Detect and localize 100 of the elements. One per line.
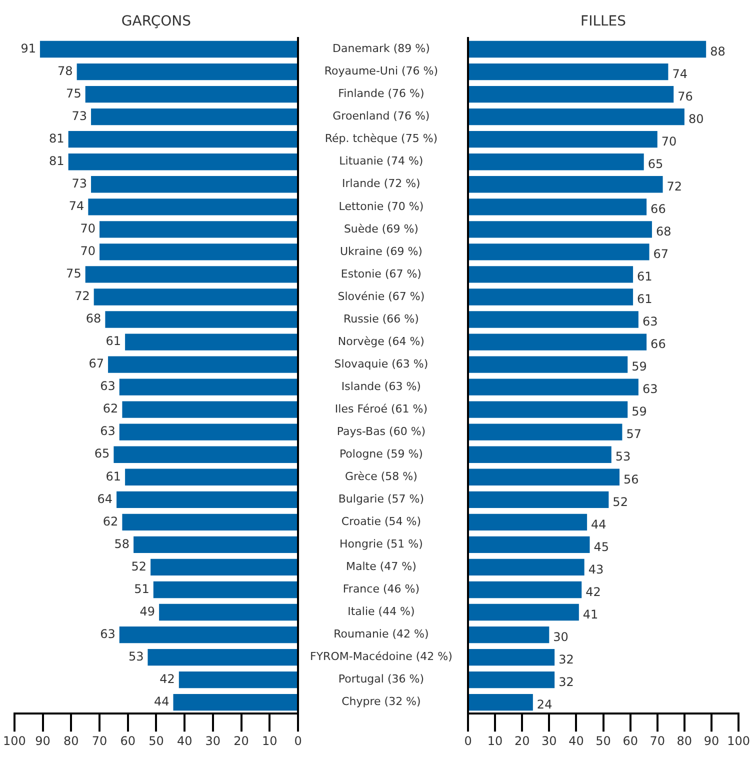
y-tick-label: Slovaquie (63 %) bbox=[334, 357, 428, 370]
x-tick-label: 10 bbox=[487, 734, 503, 748]
x-tick-label: 20 bbox=[234, 734, 249, 748]
bar bbox=[91, 176, 297, 193]
data-label: 70 bbox=[661, 134, 677, 148]
bar bbox=[125, 334, 297, 350]
bar bbox=[469, 40, 706, 58]
data-label: 74 bbox=[68, 199, 84, 214]
x-tick-label: 40 bbox=[568, 734, 584, 748]
data-label: 24 bbox=[536, 697, 552, 712]
data-label: 43 bbox=[588, 562, 604, 576]
data-label: 78 bbox=[58, 64, 73, 78]
data-label: 81 bbox=[49, 154, 64, 168]
bar bbox=[469, 221, 652, 238]
data-label: 53 bbox=[128, 649, 144, 664]
data-label: 66 bbox=[650, 202, 666, 216]
y-tick-label: Pologne (59 %) bbox=[339, 447, 423, 460]
y-tick-label: FYROM-Macédoine (42 %) bbox=[310, 650, 452, 664]
data-label: 80 bbox=[688, 112, 704, 126]
x-tick-label: 50 bbox=[148, 734, 164, 748]
data-label: 72 bbox=[74, 289, 90, 304]
x-tick-label: 10 bbox=[262, 734, 278, 748]
y-tick-label: Roumanie (42 %) bbox=[334, 628, 429, 641]
x-tick-label: 90 bbox=[704, 734, 720, 748]
bar bbox=[100, 221, 297, 238]
data-label: 32 bbox=[558, 674, 574, 689]
y-tick-label: Rép. tchèque (75 %) bbox=[324, 132, 438, 146]
data-label: 68 bbox=[86, 312, 102, 326]
data-label: 44 bbox=[154, 694, 170, 708]
bar bbox=[108, 356, 297, 373]
data-label: 75 bbox=[66, 266, 82, 281]
bar bbox=[469, 154, 644, 170]
data-label: 67 bbox=[88, 356, 104, 371]
chart-title: FILLES bbox=[580, 14, 626, 30]
data-label: 61 bbox=[637, 270, 652, 284]
bar bbox=[122, 401, 297, 418]
y-tick-label: Lettonie (70 %) bbox=[338, 200, 424, 213]
bar bbox=[91, 108, 297, 126]
bar bbox=[100, 244, 297, 260]
data-label: 42 bbox=[160, 672, 175, 686]
bar bbox=[469, 108, 684, 126]
y-tick-label: Portugal (36 %) bbox=[338, 672, 424, 686]
y-tick-label: Irlande (72 %) bbox=[342, 177, 420, 190]
y-tick-label: Danemark (89 %) bbox=[332, 42, 430, 56]
bar bbox=[469, 266, 634, 283]
y-tick-label: Croatie (54 %) bbox=[341, 515, 421, 528]
data-label: 74 bbox=[672, 66, 688, 81]
data-label: 45 bbox=[594, 540, 610, 554]
y-tick-label: Lituanie (74 %) bbox=[339, 154, 424, 168]
data-label: 88 bbox=[710, 44, 726, 58]
data-label: 44 bbox=[591, 517, 606, 532]
bar bbox=[469, 694, 533, 711]
data-label: 62 bbox=[102, 514, 118, 528]
bar bbox=[469, 468, 620, 486]
bar bbox=[469, 604, 579, 621]
bar bbox=[125, 468, 297, 486]
x-tick-label: 70 bbox=[650, 734, 666, 748]
y-tick-label: Malte (47 %) bbox=[346, 560, 416, 574]
data-label: 73 bbox=[72, 108, 88, 123]
chart-title: GARÇONS bbox=[121, 14, 192, 30]
bar bbox=[469, 581, 582, 598]
bar bbox=[469, 424, 622, 440]
bar bbox=[469, 401, 628, 418]
data-label: 63 bbox=[100, 424, 116, 438]
data-label: 70 bbox=[80, 222, 96, 236]
y-tick-label: Chypre (32 %) bbox=[342, 695, 421, 708]
data-label: 67 bbox=[653, 247, 669, 262]
bar bbox=[469, 63, 668, 80]
y-tick-label: Grèce (58 %) bbox=[344, 470, 418, 483]
data-label: 61 bbox=[637, 292, 652, 306]
bar bbox=[85, 266, 297, 283]
data-label: 59 bbox=[632, 404, 647, 419]
bar bbox=[469, 446, 612, 463]
bar bbox=[469, 491, 609, 508]
bar bbox=[469, 288, 634, 306]
x-tick-label: 40 bbox=[176, 734, 192, 748]
y-tick-label: Hongrie (51 %) bbox=[340, 538, 423, 551]
y-tick-label: Russie (66 %) bbox=[343, 312, 419, 326]
data-label: 62 bbox=[102, 402, 118, 416]
data-label: 58 bbox=[114, 536, 130, 551]
data-label: 91 bbox=[20, 41, 36, 56]
data-label: 63 bbox=[100, 626, 116, 641]
data-label: 41 bbox=[582, 607, 598, 622]
x-tick-label: 0 bbox=[294, 734, 302, 748]
bar bbox=[119, 378, 297, 396]
y-tick-label: Slovénie (67 %) bbox=[338, 290, 425, 303]
bar bbox=[68, 131, 297, 148]
data-label: 75 bbox=[66, 86, 82, 100]
bar bbox=[469, 626, 550, 644]
y-tick-label: Italie (44 %) bbox=[348, 605, 415, 618]
y-tick-label: Estonie (67 %) bbox=[340, 267, 422, 280]
data-label: 70 bbox=[80, 244, 96, 258]
data-label: 61 bbox=[106, 469, 122, 484]
bar bbox=[150, 558, 297, 576]
y-tick-label: Islande (63 %) bbox=[341, 380, 421, 393]
x-tick-label: 60 bbox=[622, 734, 638, 748]
y-tick-label: Suède (69 %) bbox=[344, 222, 418, 236]
y-tick-label: Bulgarie (57 %) bbox=[338, 492, 424, 506]
data-label: 56 bbox=[624, 472, 639, 486]
x-tick-label: 50 bbox=[596, 734, 611, 748]
